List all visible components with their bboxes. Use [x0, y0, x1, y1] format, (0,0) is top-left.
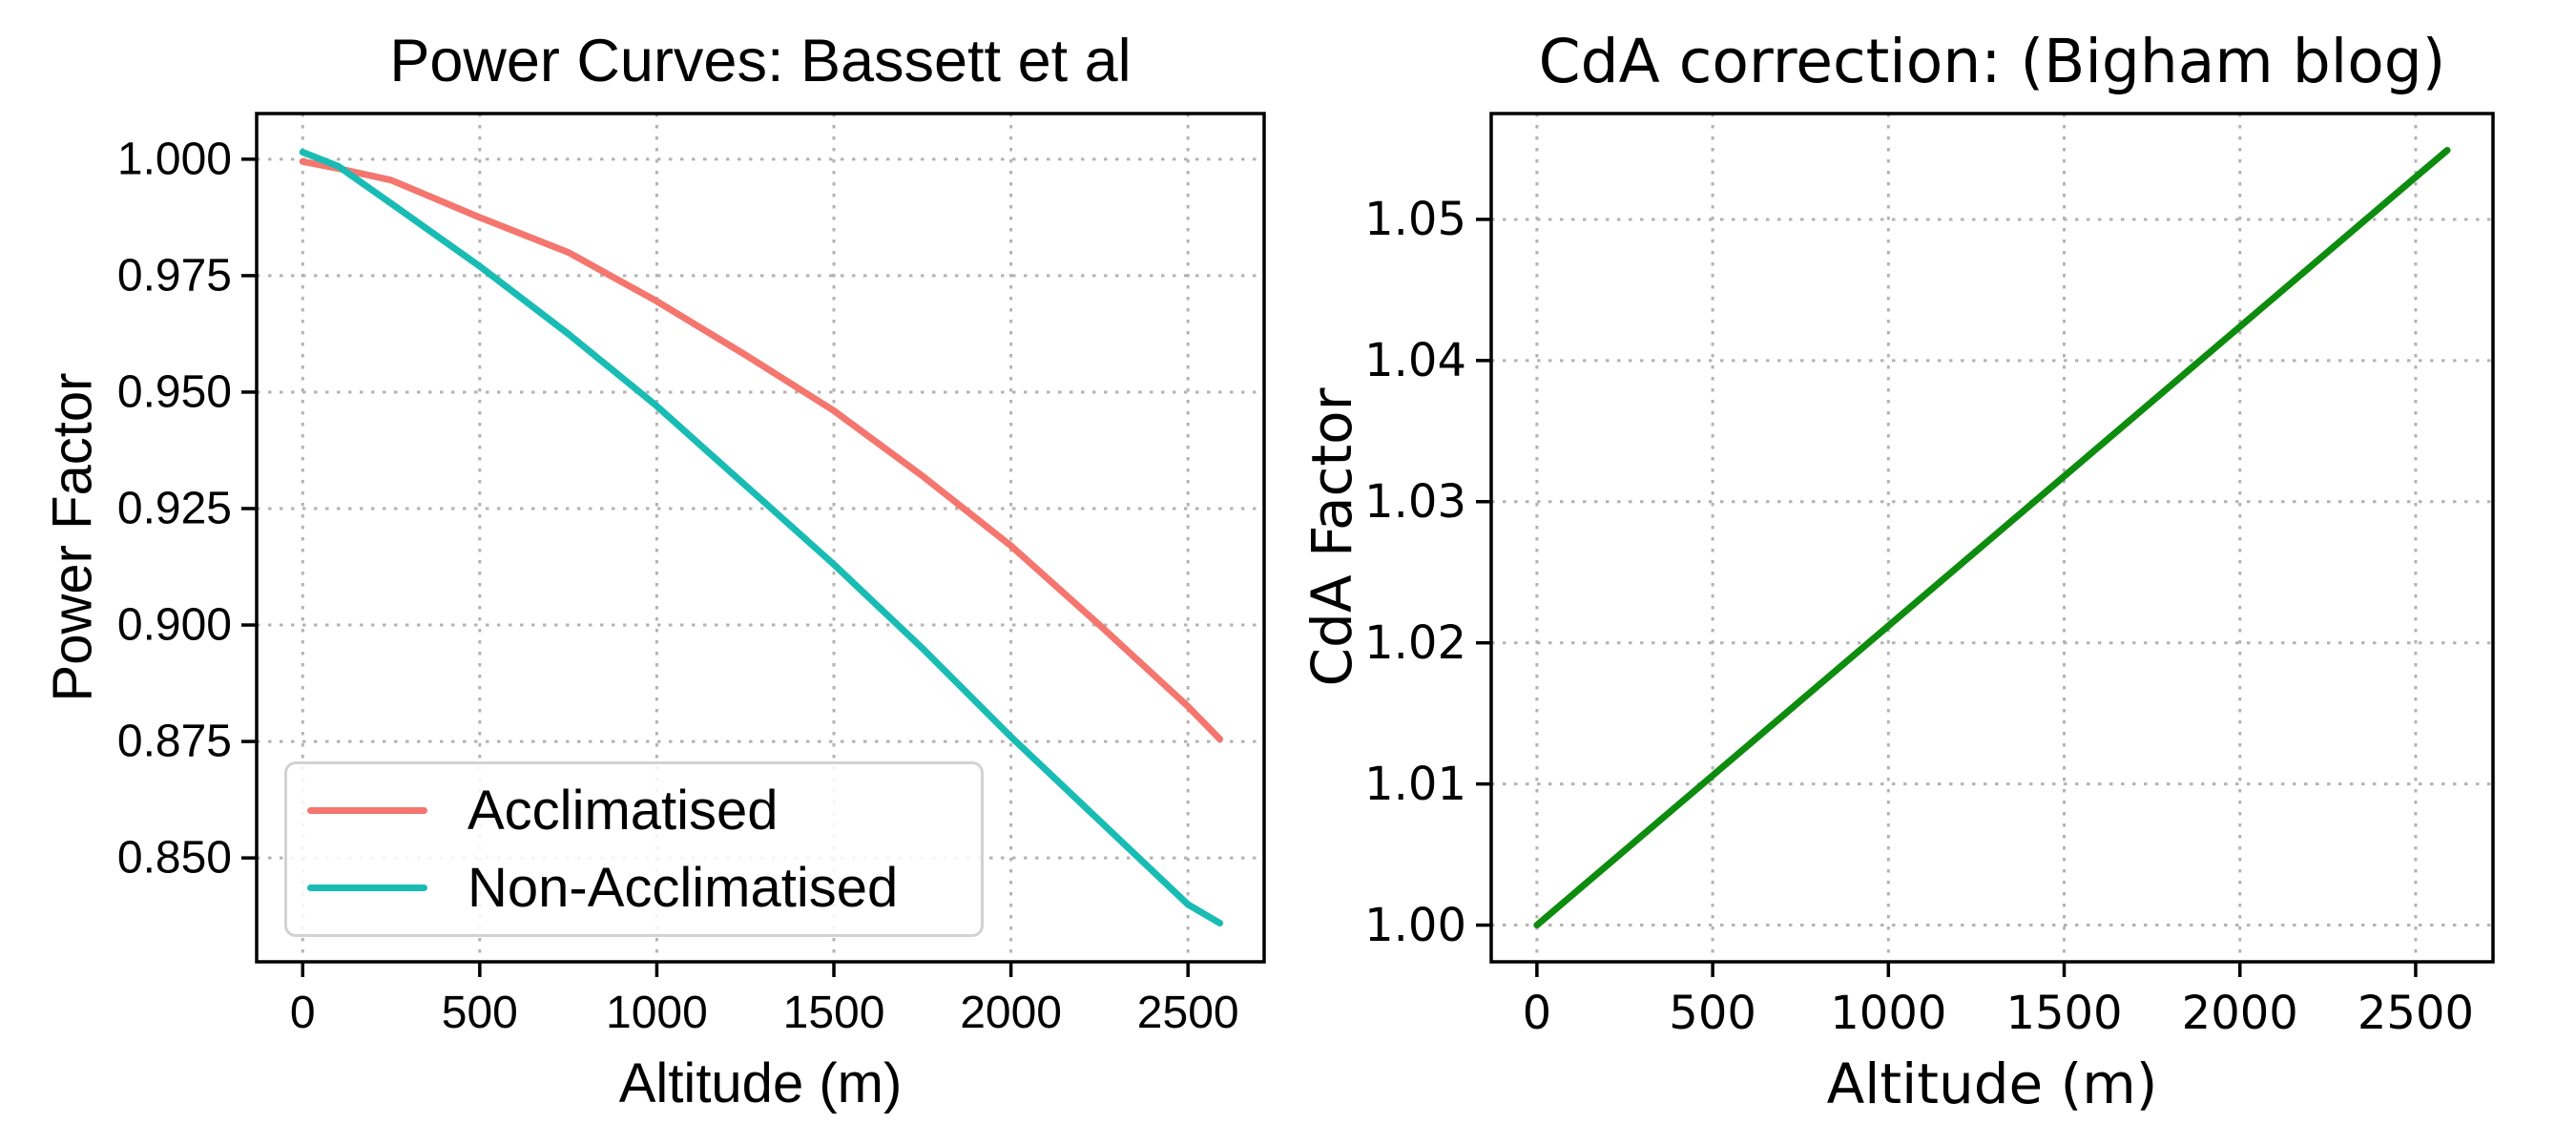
- y-tick-label: 0.850: [116, 832, 232, 884]
- y-tick-label: 1.04: [1364, 333, 1466, 387]
- legend-line-non-acclimatised-icon: [307, 885, 427, 892]
- left-plot-title: Power Curves: Bassett et al: [389, 28, 1132, 94]
- left-y-axis-label: Power Factor: [41, 372, 104, 702]
- legend-label-acclimatised: Acclimatised: [467, 779, 779, 842]
- y-tick-label: 0.875: [116, 716, 232, 767]
- axes-spine: [255, 112, 1266, 964]
- y-tick-label: 1.01: [1364, 757, 1466, 811]
- x-tick-label: 0: [1522, 987, 1552, 1040]
- y-tick-label: 0.975: [116, 250, 232, 302]
- y-tick-label: 1.00: [1364, 898, 1466, 952]
- x-tick-label: 2000: [960, 988, 1062, 1038]
- legend-line-acclimatised-icon: [307, 806, 427, 814]
- axes-spine: [1489, 112, 2495, 964]
- legend-label-non-acclimatised: Non-Acclimatised: [467, 857, 899, 920]
- x-tick-label: 1000: [606, 988, 708, 1038]
- series-line-non-acclimatised: [299, 149, 1224, 926]
- y-tick-label: 1.05: [1364, 192, 1466, 246]
- y-tick-label: 0.925: [116, 483, 232, 534]
- series-line-acclimatised: [299, 157, 1224, 743]
- y-tick-label: 1.03: [1364, 474, 1466, 529]
- x-tick-label: 2500: [1136, 988, 1239, 1038]
- series-line-cda-correction: [1533, 146, 2451, 929]
- x-tick-label: 1000: [1830, 987, 1947, 1040]
- right-y-axis-label: CdA Factor: [1299, 387, 1364, 687]
- x-tick-label: 1500: [2005, 987, 2123, 1040]
- x-tick-label: 0: [289, 988, 316, 1038]
- right-plot-title: CdA correction: (Bigham blog): [1538, 27, 2446, 96]
- y-tick-label: 0.950: [116, 366, 232, 418]
- right-x-axis-label: Altitude (m): [1826, 1051, 2158, 1116]
- x-tick-label: 2500: [2357, 987, 2475, 1040]
- x-tick-label: 500: [1669, 987, 1756, 1040]
- x-tick-label: 2000: [2181, 987, 2298, 1040]
- legend-item-acclimatised: Acclimatised: [307, 779, 981, 843]
- legend: Acclimatised Non-Acclimatised: [284, 761, 984, 937]
- y-tick-label: 1.000: [116, 134, 232, 185]
- y-tick-label: 1.02: [1364, 615, 1466, 670]
- x-tick-label: 500: [441, 988, 518, 1038]
- left-x-axis-label: Altitude (m): [618, 1052, 903, 1114]
- y-tick-label: 0.900: [116, 599, 232, 651]
- legend-item-non-acclimatised: Non-Acclimatised: [307, 856, 981, 920]
- x-tick-label: 1500: [782, 988, 885, 1038]
